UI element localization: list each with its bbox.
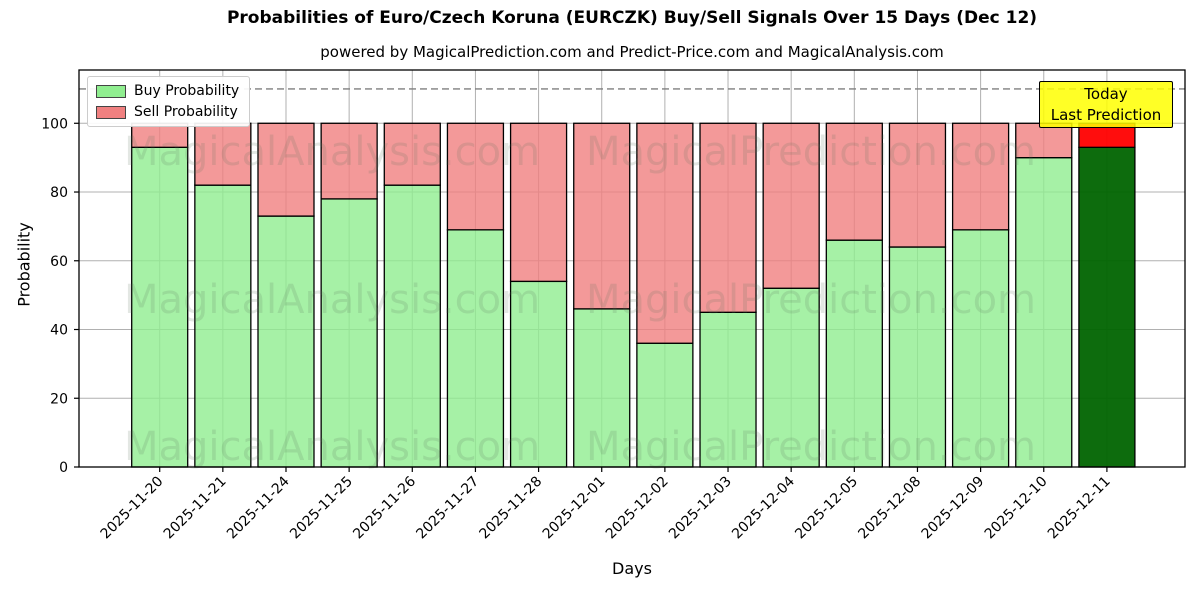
buy-bar-segment [573,308,631,468]
today-annotation: Today Last Prediction [1039,81,1173,128]
sell-bar-segment [194,122,252,186]
chart-subtitle: powered by MagicalPrediction.com and Pre… [320,43,944,61]
buy-bar-segment [825,239,883,468]
buy-bar-segment [194,184,252,468]
sell-bar-segment [951,122,1010,231]
buy-bar-segment [320,198,378,468]
sell-bar-segment [446,122,505,231]
x-tick-label: 2025-12-02 [603,474,672,543]
y-axis-label: Probability [14,222,34,307]
x-tick-label: 2025-11-20 [98,474,167,543]
x-tick-label: 2025-11-27 [413,474,482,543]
buy-bar-segment [1078,146,1136,468]
legend-item-sell: Sell Probability [96,104,239,120]
legend-label-sell: Sell Probability [134,104,238,120]
x-tick-label: 2025-12-11 [1045,474,1114,543]
sell-swatch-icon [96,105,126,119]
x-tick-label: 2025-12-09 [919,474,988,543]
watermark-text: MagicalAnalysis.com [124,129,540,175]
x-tick-label: 2025-12-04 [729,473,798,542]
y-tick-label: 40 [50,323,68,339]
watermark-text: MagicalAnalysis.com [124,277,540,323]
sell-bar-segment [636,122,694,344]
sell-bar-segment [383,122,441,186]
x-tick-label: 2025-12-01 [540,474,609,543]
buy-bar-segment [131,146,189,468]
x-tick-label: 2025-12-03 [666,474,735,543]
x-tick-label: 2025-11-24 [224,473,293,542]
y-tick-label: 0 [59,460,68,476]
legend-item-buy: Buy Probability [96,83,239,99]
sell-bar-segment [762,122,820,289]
buy-bar-segment [762,287,820,468]
x-tick-label: 2025-11-28 [477,474,546,543]
x-tick-label: 2025-11-25 [287,474,356,543]
y-tick-label: 80 [50,185,68,201]
x-tick-label: 2025-12-10 [982,474,1051,543]
chart-title: Probabilities of Euro/Czech Koruna (EURC… [226,8,1038,28]
sell-bar-segment [1015,122,1073,159]
axes-frame [78,69,1186,468]
y-tick-label: 60 [50,254,68,270]
legend: Buy Probability Sell Probability [87,76,251,127]
watermark-text: MagicalPrediction.com [586,129,1036,175]
watermark-text: MagicalPrediction.com [586,424,1036,470]
today-annotation-line2: Last Prediction [1050,105,1162,124]
sell-bar-segment [257,122,315,217]
buy-bar-segment [257,215,315,468]
x-tick-label: 2025-11-21 [161,474,230,543]
buy-bar-segment [1015,156,1073,468]
watermark-text: MagicalAnalysis.com [124,424,540,470]
today-annotation-line1: Today [1084,84,1128,103]
buy-bar-segment [446,229,505,468]
legend-label-buy: Buy Probability [134,83,240,99]
x-axis-label: Days [612,559,652,578]
x-tick-label: 2025-12-08 [855,474,924,543]
y-tick-label: 100 [41,116,68,132]
buy-swatch-icon [96,84,126,98]
sell-bar-segment [825,122,883,241]
sell-bar-segment [320,122,378,200]
x-tick-label: 2025-12-05 [792,474,861,543]
y-tick-label: 20 [50,391,68,407]
sell-bar-segment [573,122,631,310]
sell-bar-segment [509,122,568,283]
sell-bar-segment [888,122,947,248]
buy-bar-segment [509,280,568,468]
x-tick-label: 2025-11-26 [350,473,419,542]
sell-bar-segment [699,122,757,313]
watermark-text: MagicalPrediction.com [586,277,1036,323]
